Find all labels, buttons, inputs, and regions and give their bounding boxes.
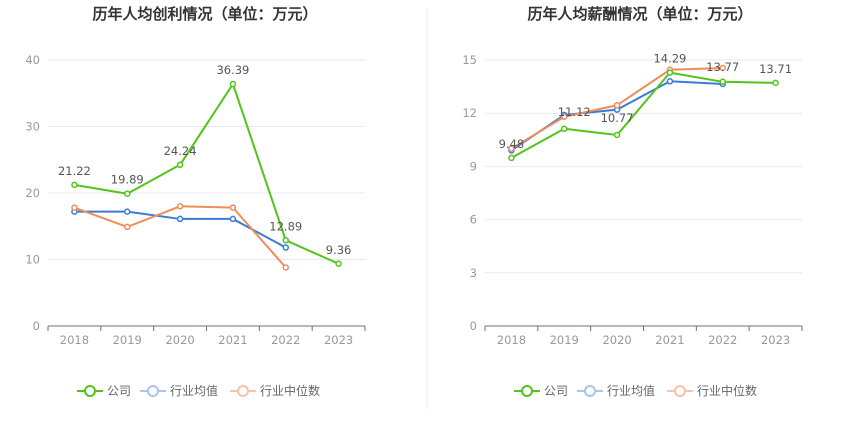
series-line-0 bbox=[74, 83, 339, 265]
data-point bbox=[282, 264, 289, 271]
y-tick-label: 10 bbox=[25, 253, 40, 267]
data-label: 13.71 bbox=[759, 62, 792, 76]
legend-label: 行业均值 bbox=[607, 383, 655, 398]
data-label: 9.48 bbox=[499, 137, 525, 151]
x-tick-label: 2018 bbox=[497, 333, 526, 347]
data-point bbox=[124, 223, 131, 231]
data-point bbox=[719, 78, 726, 86]
data-point bbox=[176, 161, 184, 169]
data-label: 10.77 bbox=[601, 111, 634, 125]
data-label: 13.77 bbox=[706, 60, 739, 74]
x-tick-label: 2019 bbox=[113, 333, 142, 347]
data-point bbox=[666, 78, 674, 85]
y-tick-label: 12 bbox=[462, 106, 477, 120]
legend-marker bbox=[237, 385, 249, 397]
legend-marker bbox=[521, 385, 533, 397]
chart-title: 历年人均创利情况（单位：万元） bbox=[92, 5, 317, 23]
data-point bbox=[229, 204, 237, 211]
x-tick-label: 2023 bbox=[324, 333, 353, 347]
legend-marker bbox=[674, 385, 686, 397]
data-label: 11.12 bbox=[558, 105, 591, 119]
x-tick-label: 2022 bbox=[271, 333, 300, 347]
data-point bbox=[176, 215, 184, 223]
x-tick-label: 2020 bbox=[602, 333, 631, 347]
data-point bbox=[176, 203, 184, 210]
y-tick-label: 0 bbox=[470, 319, 477, 333]
data-label: 14.29 bbox=[653, 52, 686, 66]
data-point bbox=[613, 101, 621, 109]
x-tick-label: 2018 bbox=[60, 333, 89, 347]
data-point bbox=[71, 181, 78, 189]
x-tick-label: 2022 bbox=[708, 333, 737, 347]
data-label: 12.89 bbox=[269, 219, 302, 233]
data-point bbox=[561, 113, 568, 120]
legend-marker bbox=[584, 385, 596, 397]
y-tick-label: 30 bbox=[25, 120, 40, 134]
data-point bbox=[229, 215, 237, 223]
data-point bbox=[666, 69, 674, 76]
chart-per-capita-salary: 历年人均薪酬情况（单位：万元） 0 3 6 9 12 15 2018 2019 2020 2021… bbox=[462, 5, 803, 398]
data-point bbox=[282, 244, 289, 251]
data-point bbox=[719, 64, 726, 72]
data-label: 19.89 bbox=[111, 173, 144, 187]
data-label: 36.39 bbox=[216, 63, 249, 77]
legend-label: 公司 bbox=[107, 384, 131, 398]
data-point bbox=[772, 79, 779, 87]
chart-per-capita-profit: 历年人均创利情况（单位：万元） 0 10 20 30 40 2018 2019 2020 202… bbox=[25, 5, 366, 398]
x-tick-label: 2020 bbox=[165, 333, 194, 347]
data-point bbox=[613, 131, 621, 139]
y-tick-label: 3 bbox=[470, 266, 477, 280]
data-point bbox=[561, 125, 568, 133]
x-tick-label: 2021 bbox=[218, 333, 247, 347]
data-label: 21.22 bbox=[58, 164, 91, 178]
y-tick-label: 15 bbox=[462, 53, 477, 67]
data-point bbox=[124, 208, 131, 215]
legend-marker bbox=[147, 385, 159, 397]
legend-label: 行业中位数 bbox=[260, 383, 320, 398]
data-point bbox=[508, 145, 515, 152]
y-tick-label: 20 bbox=[25, 186, 40, 200]
x-tick-label: 2019 bbox=[550, 333, 579, 347]
legend-label: 公司 bbox=[544, 384, 568, 398]
data-point bbox=[335, 260, 342, 268]
y-tick-label: 0 bbox=[33, 319, 40, 333]
y-tick-label: 40 bbox=[25, 53, 40, 67]
x-tick-label: 2023 bbox=[761, 333, 790, 347]
legend-marker bbox=[84, 385, 96, 397]
data-point bbox=[124, 190, 131, 197]
data-point bbox=[282, 237, 289, 244]
chart-title: 历年人均薪酬情况（单位：万元） bbox=[527, 5, 752, 23]
data-label: 24.24 bbox=[164, 144, 197, 158]
data-point bbox=[71, 204, 78, 211]
series-line-2 bbox=[74, 205, 287, 269]
data-label: 9.36 bbox=[326, 243, 352, 257]
x-tick-label: 2021 bbox=[655, 333, 684, 347]
y-tick-label: 9 bbox=[470, 159, 477, 173]
series-line-0 bbox=[510, 71, 776, 159]
y-tick-label: 6 bbox=[470, 213, 477, 227]
data-point bbox=[508, 154, 515, 162]
legend-label: 行业均值 bbox=[170, 383, 218, 398]
legend-label: 行业中位数 bbox=[697, 383, 757, 398]
data-point bbox=[229, 80, 237, 88]
